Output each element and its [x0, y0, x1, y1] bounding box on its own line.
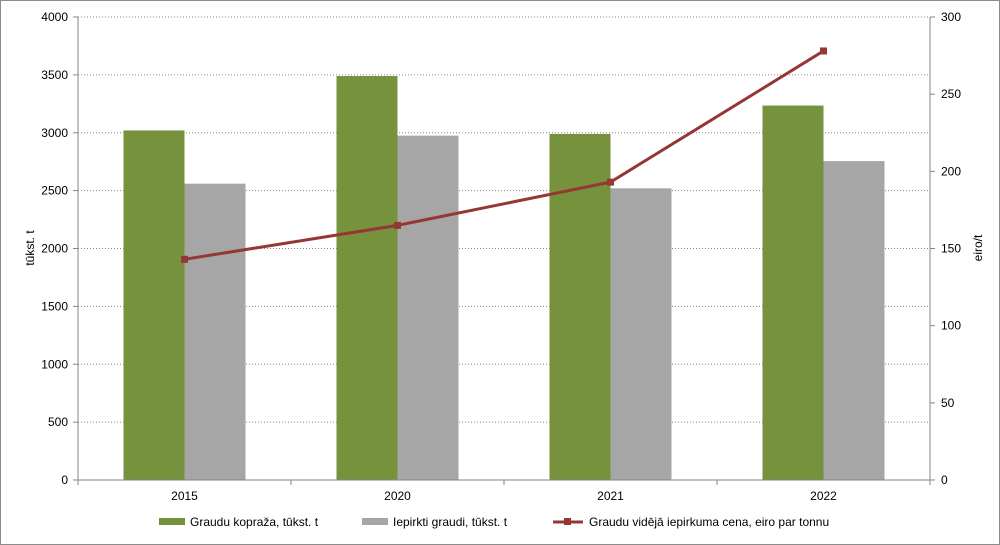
bar-kopraza-2022	[762, 105, 824, 480]
right-tick-label: 100	[941, 319, 961, 333]
right-axis-ticks: 0 50 100 150 200 250 300	[930, 10, 961, 487]
left-axis-title: tūkst. t	[23, 230, 37, 266]
legend-swatch-kopraza	[159, 518, 185, 525]
left-tick-label: 500	[48, 415, 68, 429]
legend-marker-cena	[564, 518, 571, 525]
left-tick-label: 4000	[41, 10, 68, 24]
legend-label-kopraza: Graudu kopraža, tūkst. t	[190, 515, 319, 529]
price-marker-2020	[394, 221, 401, 229]
right-tick-label: 300	[941, 10, 961, 24]
price-marker-2015	[181, 255, 188, 263]
legend-label-cena: Graudu vidējā iepirkuma cena, eiro par t…	[589, 515, 829, 529]
x-tick-label: 2015	[171, 489, 198, 503]
bar-iepirkti-2020	[397, 135, 459, 481]
left-tick-label: 2500	[41, 184, 68, 198]
bar-iepirkti-2021	[610, 188, 672, 480]
x-tick-label: 2022	[810, 489, 837, 503]
line-series	[181, 47, 827, 263]
right-tick-label: 150	[941, 242, 961, 256]
bars	[123, 76, 885, 481]
left-tick-label: 3500	[41, 68, 68, 82]
left-tick-label: 3000	[41, 126, 68, 140]
right-tick-label: 250	[941, 87, 961, 101]
right-tick-label: 50	[941, 396, 955, 410]
x-tick-label: 2020	[384, 489, 411, 503]
left-tick-label: 2000	[41, 242, 68, 256]
legend-label-iepirkti: Iepirkti graudi, tūkst. t	[393, 515, 508, 529]
left-tick-label: 0	[61, 473, 68, 487]
right-axis-title: eiro/t	[971, 234, 985, 261]
x-tick-label: 2021	[597, 489, 624, 503]
bar-iepirkti-2015	[184, 183, 246, 480]
bar-kopraza-2015	[123, 130, 185, 480]
right-tick-label: 200	[941, 164, 961, 178]
legend: Graudu kopraža, tūkst. t Iepirkti graudi…	[159, 515, 829, 529]
left-tick-label: 1000	[41, 357, 68, 371]
left-axis-ticks: 0 500 1000 1500 2000 2500 3000 3500 4000	[41, 10, 78, 487]
price-line	[184, 49, 825, 261]
legend-swatch-iepirkti	[362, 518, 388, 525]
bar-kopraza-2020	[336, 76, 398, 480]
right-tick-label: 0	[941, 473, 948, 487]
left-tick-label: 1500	[41, 299, 68, 313]
x-axis-ticks: 2015 2020 2021 2022	[171, 489, 837, 503]
bar-iepirkti-2022	[823, 161, 885, 480]
price-marker-2021	[607, 178, 614, 186]
bar-kopraza-2021	[549, 133, 611, 480]
price-marker-2022	[820, 47, 827, 55]
